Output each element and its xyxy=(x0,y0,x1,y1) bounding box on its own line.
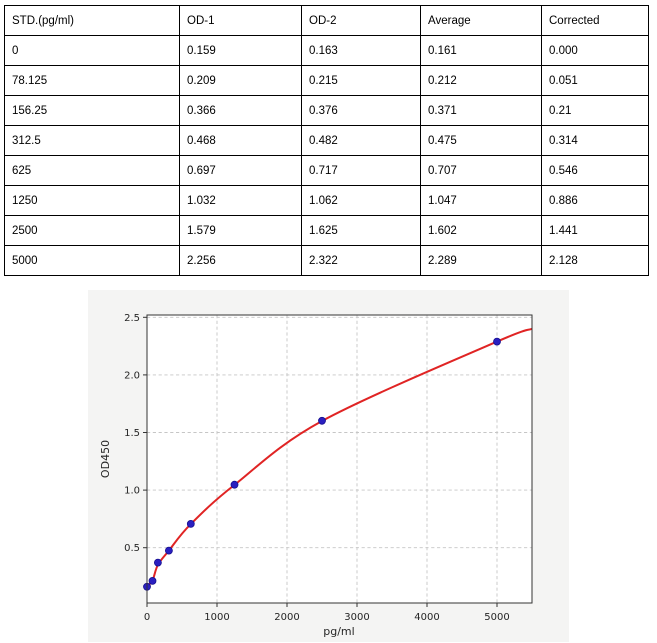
table-cell: 0.000 xyxy=(541,35,649,66)
table-cell: 0.707 xyxy=(420,155,542,186)
table-cell: 0 xyxy=(4,35,180,66)
data-point xyxy=(154,558,162,567)
table-cell: 312.5 xyxy=(4,125,180,156)
table-cell: 0.163 xyxy=(301,35,421,66)
table-row: 2500 1.579 1.625 1.602 1.441 xyxy=(4,215,649,246)
table-cell: 1.579 xyxy=(179,215,302,246)
standard-curve-figure: 0 1000 2000 3000 4000 5000 0.5 1.0 1.5 2.0 2.5 pg… xyxy=(88,290,569,642)
x-axis-label: pg/ml xyxy=(323,625,354,638)
table-row: 1250 1.032 1.062 1.047 0.886 xyxy=(4,185,649,216)
table-cell: 2.256 xyxy=(179,245,302,276)
table-cell: 2.322 xyxy=(301,245,421,276)
table-row: 625 0.697 0.717 0.707 0.546 xyxy=(4,155,649,186)
table-cell: 2500 xyxy=(4,215,180,246)
column-header: STD.(pg/ml) xyxy=(4,5,180,36)
table-cell: 2.289 xyxy=(420,245,542,276)
table-cell: 1.062 xyxy=(301,185,421,216)
data-point xyxy=(165,546,173,555)
x-tick-label: 0 xyxy=(144,612,150,623)
table-cell: 156.25 xyxy=(4,95,180,126)
table-row: 5000 2.256 2.322 2.289 2.128 xyxy=(4,245,649,276)
table-cell: 0.21 xyxy=(541,95,649,126)
axis-tick-marks xyxy=(143,316,498,607)
y-tick-label: 1.5 xyxy=(124,428,140,439)
table-cell: 0.482 xyxy=(301,125,421,156)
table-cell: 0.468 xyxy=(179,125,302,156)
table-cell: 0.161 xyxy=(420,35,542,66)
table-cell: 0.475 xyxy=(420,125,542,156)
x-tick-label: 1000 xyxy=(204,612,229,623)
column-header: Corrected xyxy=(541,5,649,36)
table-cell: 1.047 xyxy=(420,185,542,216)
x-tick-label: 3000 xyxy=(344,612,369,623)
table-cell: 0.697 xyxy=(179,155,302,186)
plot-background xyxy=(147,315,532,603)
data-point xyxy=(148,576,157,585)
table-cell: 78.125 xyxy=(4,65,180,96)
x-tick-label: 4000 xyxy=(414,612,439,623)
table-cell: 0.886 xyxy=(541,185,649,216)
table-cell: 1.032 xyxy=(179,185,302,216)
fit-curve-line xyxy=(146,327,533,587)
table-cell: 5000 xyxy=(4,245,180,276)
table-cell: 0.376 xyxy=(301,95,421,126)
table-header-row: STD.(pg/ml) OD-1 OD-2 Average Corrected xyxy=(4,5,649,36)
table-row: 156.25 0.366 0.376 0.371 0.21 xyxy=(4,95,649,126)
table-cell: 0.212 xyxy=(420,65,542,96)
x-tick-label: 2000 xyxy=(274,612,299,623)
table-cell: 0.717 xyxy=(301,155,421,186)
table-cell: 625 xyxy=(4,155,180,186)
column-header: OD-1 xyxy=(179,5,302,36)
table-row: 312.5 0.468 0.482 0.475 0.314 xyxy=(4,125,649,156)
standards-table: STD.(pg/ml) OD-1 OD-2 Average Corrected 0 0.1… xyxy=(4,5,649,276)
table-cell: 0.314 xyxy=(541,125,649,156)
standard-curve-chart: 0 1000 2000 3000 4000 5000 0.5 1.0 1.5 2.0 2.5 pg… xyxy=(99,313,533,638)
y-tick-label: 0.5 xyxy=(124,543,140,554)
table-cell: 0.546 xyxy=(541,155,649,186)
y-tick-label: 1.0 xyxy=(124,486,140,497)
x-tick-labels: 0 1000 2000 3000 4000 5000 xyxy=(144,612,510,623)
table-row: 78.125 0.209 0.215 0.212 0.051 xyxy=(4,65,649,96)
table-cell: 0.159 xyxy=(179,35,302,66)
table-cell: 1.625 xyxy=(301,215,421,246)
table-cell: 0.209 xyxy=(179,65,302,96)
data-point xyxy=(186,519,195,528)
table-cell: 0.051 xyxy=(541,65,649,96)
table-row: 0 0.159 0.163 0.161 0.000 xyxy=(4,35,649,66)
column-header: Average xyxy=(420,5,542,36)
table-cell: 2.128 xyxy=(541,245,649,276)
plot-frame xyxy=(146,314,533,604)
grid-lines xyxy=(147,315,532,603)
table-cell: 1.441 xyxy=(541,215,649,246)
table-cell: 0.371 xyxy=(420,95,542,126)
column-header: OD-2 xyxy=(301,5,421,36)
data-point xyxy=(230,480,239,489)
y-tick-labels: 0.5 1.0 1.5 2.0 2.5 xyxy=(124,313,140,554)
data-point xyxy=(318,416,326,425)
data-point xyxy=(493,337,501,346)
table-cell: 1.602 xyxy=(420,215,542,246)
y-tick-label: 2.0 xyxy=(124,370,140,381)
table-cell: 0.215 xyxy=(301,65,421,96)
y-tick-label: 2.5 xyxy=(124,313,140,324)
x-tick-label: 5000 xyxy=(484,612,509,623)
y-axis-label: OD450 xyxy=(99,440,112,478)
table-cell: 1250 xyxy=(4,185,180,216)
table-cell: 0.366 xyxy=(179,95,302,126)
